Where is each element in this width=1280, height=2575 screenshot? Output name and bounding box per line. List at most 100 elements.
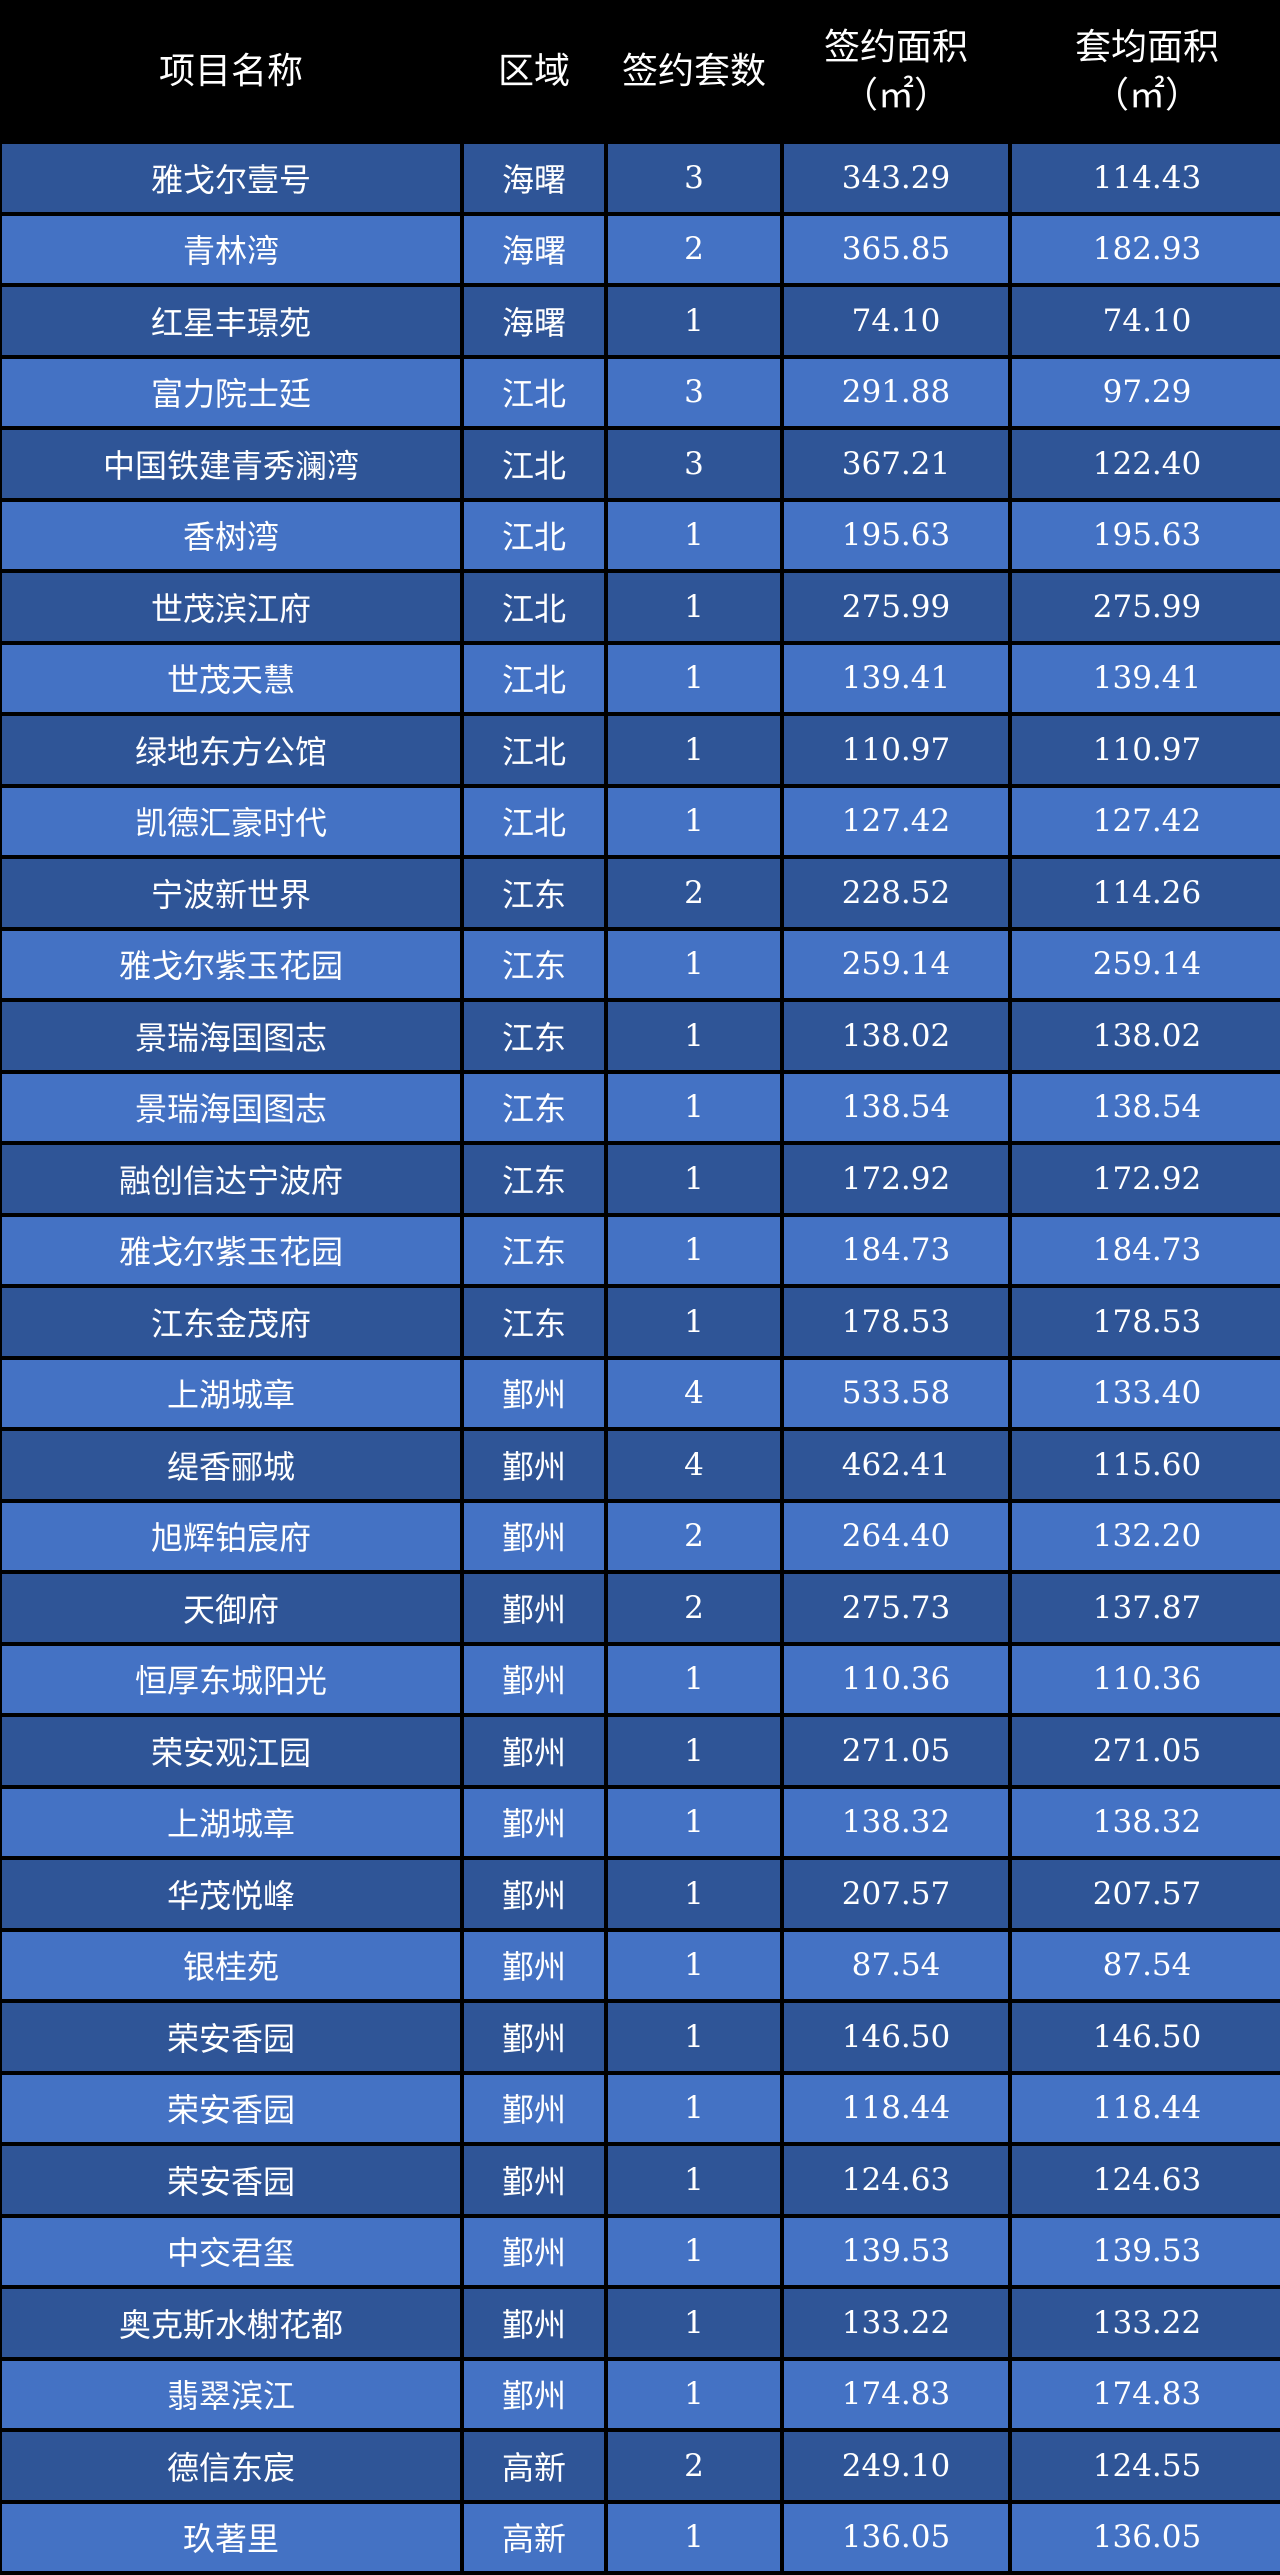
cell-units: 1 bbox=[608, 787, 780, 855]
cell-region: 鄞州 bbox=[464, 1431, 604, 1499]
cell-project-name: 华茂悦峰 bbox=[2, 1860, 460, 1928]
table-row: 荣安香园 鄞州 1 124.63 124.63 bbox=[2, 2146, 1280, 2214]
table-row: 宁波新世界 江东 2 228.52 114.26 bbox=[2, 859, 1280, 927]
cell-project-name: 荣安香园 bbox=[2, 2146, 460, 2214]
cell-area: 110.97 bbox=[784, 716, 1008, 784]
cell-area: 74.10 bbox=[784, 287, 1008, 355]
cell-area: 264.40 bbox=[784, 1502, 1008, 1570]
cell-project-name: 上湖城章 bbox=[2, 1359, 460, 1427]
cell-region: 鄞州 bbox=[464, 1717, 604, 1785]
cell-avg-area: 87.54 bbox=[1012, 1931, 1280, 1999]
cell-units: 2 bbox=[608, 859, 780, 927]
cell-units: 4 bbox=[608, 1359, 780, 1427]
cell-units: 1 bbox=[608, 287, 780, 355]
cell-units: 2 bbox=[608, 215, 780, 283]
cell-avg-area: 133.40 bbox=[1012, 1359, 1280, 1427]
cell-region: 鄞州 bbox=[464, 2289, 604, 2357]
table-row: 旭辉铂宸府 鄞州 2 264.40 132.20 bbox=[2, 1502, 1280, 1570]
table-row: 荣安观江园 鄞州 1 271.05 271.05 bbox=[2, 1717, 1280, 1785]
cell-avg-area: 115.60 bbox=[1012, 1431, 1280, 1499]
cell-area: 139.41 bbox=[784, 644, 1008, 712]
table-row: 上湖城章 鄞州 1 138.32 138.32 bbox=[2, 1788, 1280, 1856]
cell-area: 136.05 bbox=[784, 2503, 1008, 2571]
table-row: 红星丰璟苑 海曙 1 74.10 74.10 bbox=[2, 287, 1280, 355]
table-row: 青林湾 海曙 2 365.85 182.93 bbox=[2, 215, 1280, 283]
cell-area: 533.58 bbox=[784, 1359, 1008, 1427]
cell-area: 127.42 bbox=[784, 787, 1008, 855]
cell-project-name: 雅戈尔紫玉花园 bbox=[2, 930, 460, 998]
header-region: 区域 bbox=[464, 4, 604, 140]
table-row: 奥克斯水榭花都 鄞州 1 133.22 133.22 bbox=[2, 2289, 1280, 2357]
cell-area: 118.44 bbox=[784, 2074, 1008, 2142]
cell-project-name: 凯德汇豪时代 bbox=[2, 787, 460, 855]
cell-region: 鄞州 bbox=[464, 1931, 604, 1999]
cell-avg-area: 97.29 bbox=[1012, 358, 1280, 426]
cell-region: 鄞州 bbox=[464, 1645, 604, 1713]
cell-project-name: 缇香郦城 bbox=[2, 1431, 460, 1499]
table-row: 恒厚东城阳光 鄞州 1 110.36 110.36 bbox=[2, 1645, 1280, 1713]
cell-avg-area: 138.02 bbox=[1012, 1002, 1280, 1070]
cell-project-name: 上湖城章 bbox=[2, 1788, 460, 1856]
cell-units: 3 bbox=[608, 144, 780, 212]
cell-units: 1 bbox=[608, 2217, 780, 2285]
cell-project-name: 绿地东方公馆 bbox=[2, 716, 460, 784]
cell-area: 195.63 bbox=[784, 501, 1008, 569]
cell-region: 江北 bbox=[464, 501, 604, 569]
table-row: 华茂悦峰 鄞州 1 207.57 207.57 bbox=[2, 1860, 1280, 1928]
cell-region: 江北 bbox=[464, 358, 604, 426]
cell-avg-area: 110.97 bbox=[1012, 716, 1280, 784]
cell-region: 鄞州 bbox=[464, 1860, 604, 1928]
cell-project-name: 天御府 bbox=[2, 1574, 460, 1642]
cell-avg-area: 127.42 bbox=[1012, 787, 1280, 855]
cell-region: 江东 bbox=[464, 1073, 604, 1141]
cell-area: 259.14 bbox=[784, 930, 1008, 998]
table-row: 景瑞海国图志 江东 1 138.02 138.02 bbox=[2, 1002, 1280, 1070]
cell-region: 鄞州 bbox=[464, 1502, 604, 1570]
cell-units: 3 bbox=[608, 430, 780, 498]
table-row: 雅戈尔紫玉花园 江东 1 184.73 184.73 bbox=[2, 1216, 1280, 1284]
cell-project-name: 景瑞海国图志 bbox=[2, 1002, 460, 1070]
cell-area: 275.99 bbox=[784, 573, 1008, 641]
table-row: 上湖城章 鄞州 4 533.58 133.40 bbox=[2, 1359, 1280, 1427]
header-area: 签约面积 （㎡） bbox=[784, 4, 1008, 140]
cell-avg-area: 122.40 bbox=[1012, 430, 1280, 498]
table-row: 翡翠滨江 鄞州 1 174.83 174.83 bbox=[2, 2360, 1280, 2428]
cell-region: 江北 bbox=[464, 430, 604, 498]
table-row: 玖著里 高新 1 136.05 136.05 bbox=[2, 2503, 1280, 2571]
cell-area: 271.05 bbox=[784, 1717, 1008, 1785]
table-row: 融创信达宁波府 江东 1 172.92 172.92 bbox=[2, 1145, 1280, 1213]
cell-units: 1 bbox=[608, 1717, 780, 1785]
cell-area: 249.10 bbox=[784, 2432, 1008, 2500]
cell-avg-area: 146.50 bbox=[1012, 2003, 1280, 2071]
cell-units: 1 bbox=[608, 2003, 780, 2071]
cell-area: 174.83 bbox=[784, 2360, 1008, 2428]
cell-area: 110.36 bbox=[784, 1645, 1008, 1713]
cell-avg-area: 74.10 bbox=[1012, 287, 1280, 355]
cell-avg-area: 124.63 bbox=[1012, 2146, 1280, 2214]
cell-region: 江北 bbox=[464, 573, 604, 641]
cell-region: 江东 bbox=[464, 930, 604, 998]
cell-area: 184.73 bbox=[784, 1216, 1008, 1284]
cell-project-name: 江东金茂府 bbox=[2, 1288, 460, 1356]
cell-region: 鄞州 bbox=[464, 2003, 604, 2071]
cell-area: 138.54 bbox=[784, 1073, 1008, 1141]
cell-region: 江东 bbox=[464, 859, 604, 927]
cell-avg-area: 275.99 bbox=[1012, 573, 1280, 641]
table-row: 缇香郦城 鄞州 4 462.41 115.60 bbox=[2, 1431, 1280, 1499]
cell-units: 2 bbox=[608, 1502, 780, 1570]
cell-units: 1 bbox=[608, 1788, 780, 1856]
cell-project-name: 荣安香园 bbox=[2, 2074, 460, 2142]
cell-avg-area: 271.05 bbox=[1012, 1717, 1280, 1785]
cell-project-name: 德信东宸 bbox=[2, 2432, 460, 2500]
cell-units: 1 bbox=[608, 501, 780, 569]
cell-avg-area: 114.26 bbox=[1012, 859, 1280, 927]
cell-project-name: 宁波新世界 bbox=[2, 859, 460, 927]
cell-area: 133.22 bbox=[784, 2289, 1008, 2357]
cell-area: 462.41 bbox=[784, 1431, 1008, 1499]
cell-units: 4 bbox=[608, 1431, 780, 1499]
cell-region: 鄞州 bbox=[464, 2074, 604, 2142]
table-row: 凯德汇豪时代 江北 1 127.42 127.42 bbox=[2, 787, 1280, 855]
table-row: 天御府 鄞州 2 275.73 137.87 bbox=[2, 1574, 1280, 1642]
cell-units: 1 bbox=[608, 573, 780, 641]
cell-area: 87.54 bbox=[784, 1931, 1008, 1999]
